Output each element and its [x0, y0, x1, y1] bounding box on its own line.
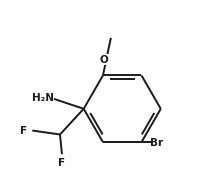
Text: Br: Br [150, 138, 163, 148]
Text: O: O [100, 55, 108, 65]
Text: F: F [58, 158, 65, 168]
Text: F: F [20, 125, 27, 136]
Text: H₂N: H₂N [32, 93, 54, 103]
